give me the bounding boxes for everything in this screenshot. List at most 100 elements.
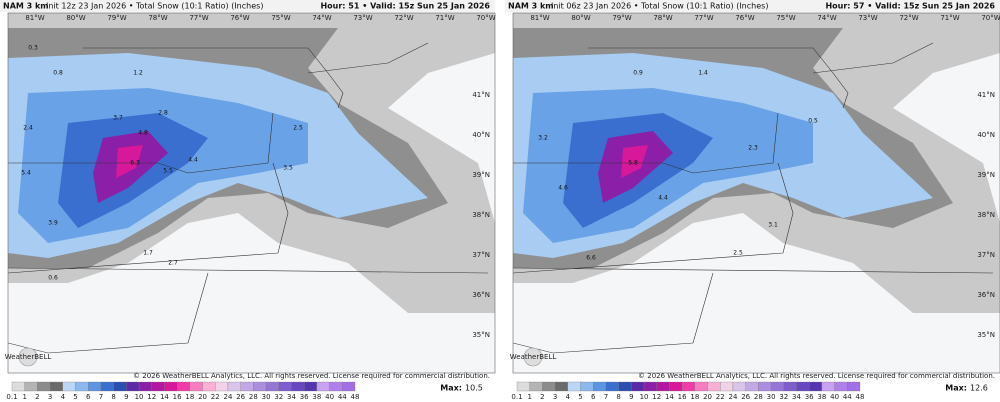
colorbar-cell — [834, 381, 848, 392]
logo-mark — [523, 347, 543, 367]
map-frame — [512, 12, 1000, 374]
lon-label: 80°W — [66, 14, 85, 22]
lon-label: 74°W — [817, 14, 836, 22]
snow-value: 3.9 — [48, 220, 58, 227]
colorbar-label: 3 — [553, 393, 557, 401]
snow-value: 2.5 — [293, 125, 303, 132]
snow-value: 0.9 — [633, 70, 643, 77]
snow-value: 2.3 — [748, 145, 758, 152]
lon-label: 78°W — [653, 14, 672, 22]
colorbar-label: 9 — [124, 393, 128, 401]
colorbar-label: 30 — [767, 393, 776, 401]
colorbar-cell — [37, 381, 51, 392]
colorbar-label: 4 — [566, 393, 571, 401]
lon-label: 72°W — [899, 14, 918, 22]
colorbar-label: 48 — [856, 393, 865, 401]
colorbar-label: 30 — [262, 393, 271, 401]
colorbar-cell — [329, 381, 343, 392]
snow-value: 0.8 — [53, 70, 63, 77]
snow-value: 4.4 — [188, 157, 198, 164]
colorbar-label: 5 — [578, 393, 582, 401]
model-name: NAM 3 km — [3, 2, 49, 11]
lat-label: 35°N — [977, 331, 995, 339]
colorbar-cell — [253, 381, 267, 392]
colorbar-cell — [227, 381, 241, 392]
lat-label: 39°N — [977, 171, 995, 179]
colorbar-cell — [516, 381, 530, 392]
colorbar-label: 1 — [22, 393, 26, 401]
lon-label: 70°W — [476, 14, 495, 22]
colorbar-cell — [720, 381, 734, 392]
colorbar-label: 38 — [312, 393, 321, 401]
colorbar-label: 3 — [48, 393, 52, 401]
colorbar-cell — [618, 381, 632, 392]
snow-value: 2.4 — [23, 125, 33, 132]
colorbar-label: 8 — [111, 393, 115, 401]
map — [513, 13, 1000, 373]
snow-value: 3.2 — [538, 135, 548, 142]
colorbar-label: 48 — [351, 393, 360, 401]
colorbar-cell — [176, 381, 191, 392]
lon-label: 74°W — [312, 14, 331, 22]
snow-value: 5.5 — [163, 168, 173, 175]
colorbar-cell — [554, 381, 568, 392]
colorbar-label: 7 — [604, 393, 608, 401]
colorbar-cell — [265, 381, 279, 392]
lon-label: 76°W — [230, 14, 249, 22]
snow-value: 5.8 — [628, 160, 638, 167]
snow-value: 2.8 — [158, 110, 168, 117]
lat-label: 39°N — [472, 171, 490, 179]
colorbar-cell — [605, 381, 619, 392]
lat-label: 37°N — [977, 251, 995, 259]
colorbar-cell — [75, 381, 89, 392]
colorbar-label: 32 — [779, 393, 788, 401]
colorbar-label: 44 — [843, 393, 852, 401]
max-label: Max: — [945, 384, 967, 393]
colorbar-cell — [783, 381, 797, 392]
colorbar-label: 0.1 — [511, 393, 522, 401]
colorbar-label: 26 — [236, 393, 245, 401]
snow-value: 1.2 — [133, 70, 143, 77]
colorbar-label: 8 — [616, 393, 620, 401]
lat-label: 36°N — [977, 291, 995, 299]
colorbar-label: 18 — [185, 393, 194, 401]
lon-label: 80°W — [571, 14, 590, 22]
colorbar-cell — [529, 381, 543, 392]
colorbar-cell — [593, 381, 607, 392]
colorbar-cell — [240, 381, 254, 392]
lat-label: 38°N — [977, 211, 995, 219]
colorbar-label: 22 — [211, 393, 220, 401]
colorbar-cell — [62, 381, 76, 392]
map — [8, 13, 495, 373]
max-value: 10.5 — [465, 384, 483, 393]
colorbar-cell — [113, 381, 127, 392]
snow-value: 1.7 — [143, 250, 153, 257]
colorbar-cell — [732, 381, 746, 392]
max-label: Max: — [440, 384, 462, 393]
snow-value: 0.5 — [808, 118, 818, 125]
colorbar-label: 34 — [287, 393, 296, 401]
lon-label: 79°W — [107, 14, 126, 22]
lon-label: 76°W — [735, 14, 754, 22]
snow-value: 5.4 — [21, 170, 31, 177]
snow-value: 1.4 — [698, 70, 708, 77]
colorbar-label: 6 — [86, 393, 91, 401]
colorbar-label: 40 — [830, 393, 839, 401]
colorbar-label: 5 — [73, 393, 77, 401]
colorbar-cell — [694, 381, 708, 392]
colorbar-cell — [49, 381, 63, 392]
colorbar-label: 36 — [805, 393, 814, 401]
copyright: © 2026 WeatherBELL Analytics, LLC. All r… — [133, 372, 490, 380]
colorbar-label: 16 — [678, 393, 687, 401]
snow-value: 2.5 — [733, 250, 743, 257]
lat-label: 38°N — [472, 211, 490, 219]
lon-label: 71°W — [940, 14, 959, 22]
colorbar-cell — [291, 381, 305, 392]
colorbar-label: 28 — [754, 393, 763, 401]
colorbar-label: 28 — [249, 393, 258, 401]
colorbar-cell — [189, 381, 203, 392]
colorbar-label: 2 — [540, 393, 544, 401]
